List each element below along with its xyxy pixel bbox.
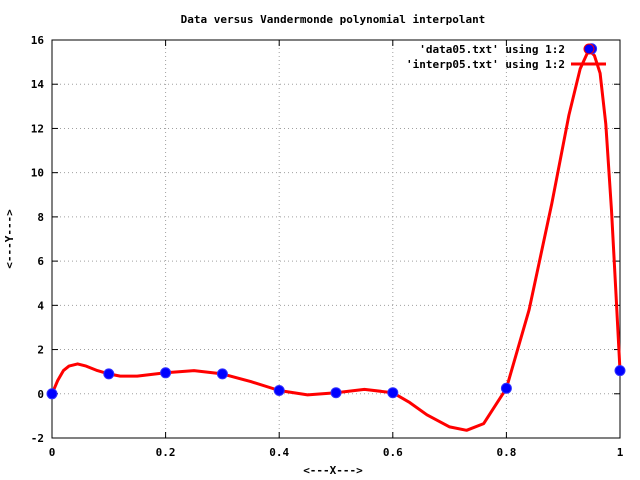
plot-frame bbox=[51, 39, 621, 439]
x-tick-label: 0.2 bbox=[156, 446, 176, 459]
y-tick-label: 6 bbox=[37, 255, 44, 268]
data-point bbox=[614, 365, 626, 377]
data-point bbox=[103, 368, 115, 380]
x-axis-label: <---X---> bbox=[303, 464, 363, 477]
legend-label-data: 'data05.txt' using 1:2 bbox=[419, 43, 565, 56]
x-tick-label: 0.6 bbox=[383, 446, 403, 459]
y-tick-label: 16 bbox=[31, 34, 45, 47]
x-tick-label: 0.8 bbox=[496, 446, 516, 459]
legend: 'data05.txt' using 1:2 'interp05.txt' us… bbox=[406, 43, 606, 71]
data-point bbox=[500, 382, 512, 394]
series bbox=[46, 43, 626, 432]
legend-label-interp: 'interp05.txt' using 1:2 bbox=[406, 58, 565, 71]
x-tick-label: 0.4 bbox=[269, 446, 289, 459]
y-tick-label: 12 bbox=[31, 122, 44, 135]
data-point bbox=[273, 385, 285, 396]
ticks: 0 0.2 0.4 0.6 0.8 1 -2 0 2 4 6 8 10 12 14 16 bbox=[31, 34, 624, 459]
chart-title: Data versus Vandermonde polynomial inter… bbox=[181, 13, 486, 26]
data-point bbox=[160, 367, 172, 379]
legend-marker-data bbox=[583, 43, 595, 55]
y-tick-label: 2 bbox=[37, 344, 44, 357]
x-tick-label: 0 bbox=[49, 446, 56, 459]
y-tick-label: 0 bbox=[37, 388, 44, 401]
interp-series-line bbox=[50, 48, 622, 432]
y-tick-label: 4 bbox=[37, 299, 44, 312]
data-point bbox=[330, 387, 342, 399]
data-point bbox=[216, 368, 228, 380]
y-tick-label: -2 bbox=[31, 432, 44, 445]
grid bbox=[52, 40, 620, 438]
y-tick-label: 10 bbox=[31, 167, 44, 180]
y-tick-label: 8 bbox=[37, 211, 44, 224]
y-tick-label: 14 bbox=[31, 78, 45, 91]
data-point bbox=[46, 388, 58, 400]
data-point bbox=[387, 387, 399, 399]
x-tick-label: 1 bbox=[617, 446, 624, 459]
y-axis-label: <---Y---> bbox=[3, 209, 16, 269]
